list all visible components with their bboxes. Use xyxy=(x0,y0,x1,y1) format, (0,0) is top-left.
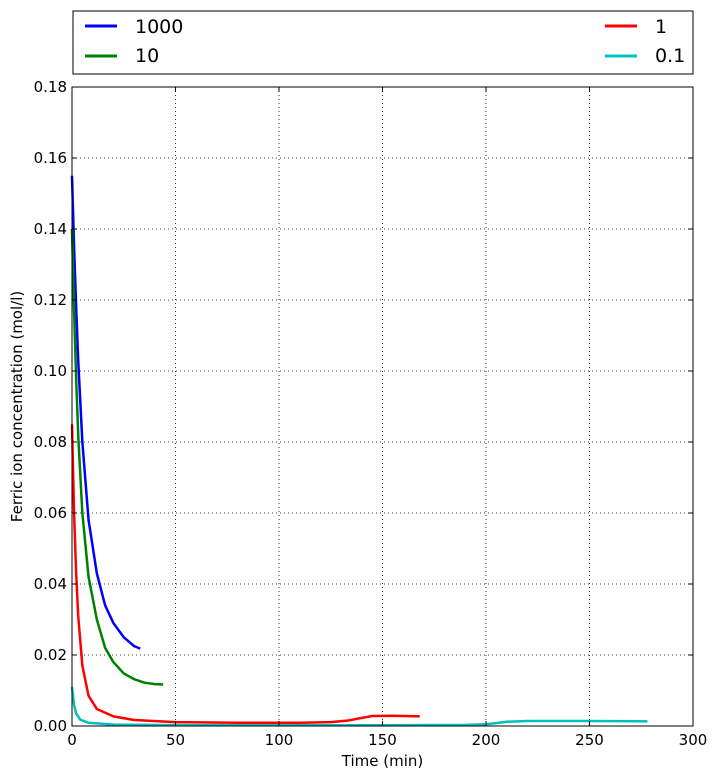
legend: 1000 10 1 0.1 xyxy=(72,10,694,75)
x-tick-label: 50 xyxy=(166,731,185,749)
y-tick-label: 0.16 xyxy=(34,149,67,167)
legend-label-1: 1 xyxy=(655,16,667,38)
series-line-0.1 xyxy=(70,686,648,727)
x-tick-label: 100 xyxy=(265,731,294,749)
x-tick-label: 200 xyxy=(472,731,501,749)
axis-ticks: 0 50 100 150 200 250 300 0.00 0.02 0.04 0.06 0.08 0.… xyxy=(34,78,708,749)
x-tick-label: 300 xyxy=(679,731,708,749)
y-tick-label: 0.18 xyxy=(34,78,67,96)
y-tick-label: 0.12 xyxy=(34,291,67,309)
y-tick-label: 0.14 xyxy=(34,220,67,238)
x-axis-label: Time (min) xyxy=(341,752,423,770)
series-line-1 xyxy=(70,424,420,725)
series-line-1000 xyxy=(70,175,141,650)
y-tick-label: 0.02 xyxy=(34,646,67,664)
legend-label-10: 10 xyxy=(135,45,159,67)
x-tick-label: 150 xyxy=(368,731,397,749)
plot-frame xyxy=(71,86,694,727)
grid xyxy=(72,87,693,726)
series-line-10 xyxy=(70,228,164,686)
y-tick-label: 0.04 xyxy=(34,575,67,593)
y-tick-label: 0.06 xyxy=(34,504,67,522)
x-tick-label: 0 xyxy=(67,731,77,749)
y-tick-label: 0.08 xyxy=(34,433,67,451)
legend-box xyxy=(72,10,694,75)
y-tick-label: 0.00 xyxy=(34,717,67,735)
y-tick-label: 0.10 xyxy=(34,362,67,380)
y-axis-label: Ferric ion concentration (mol/l) xyxy=(8,291,26,522)
legend-label-0.1: 0.1 xyxy=(655,45,685,67)
legend-label-1000: 1000 xyxy=(135,16,183,38)
series-lines xyxy=(70,175,648,727)
x-tick-label: 250 xyxy=(575,731,604,749)
